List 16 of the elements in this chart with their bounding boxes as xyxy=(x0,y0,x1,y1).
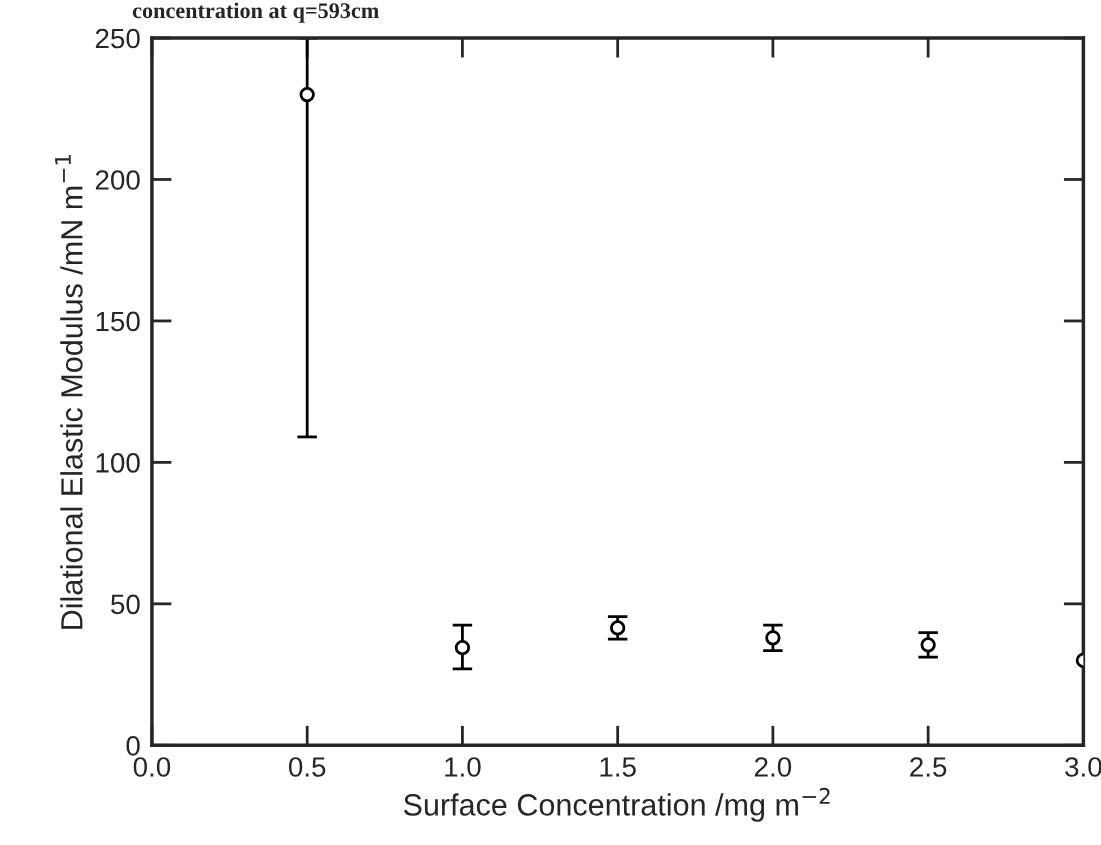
chart-title: concentration at q=593cm xyxy=(132,2,379,23)
x-tick-label: 2.0 xyxy=(754,757,792,777)
y-tick-label: 0 xyxy=(126,735,140,756)
y-tick-label: 200 xyxy=(95,170,140,190)
y-axis-title: Dilational Elastic Modulus /mN m$^{−1}$ xyxy=(55,154,83,629)
x-axis-title: Surface Concentration /mg m$^{−2}$ xyxy=(403,787,830,822)
y-tick-label: 250 xyxy=(95,28,140,49)
x-tick-label: 0.0 xyxy=(133,757,171,777)
x-tick-label: 1.0 xyxy=(445,757,481,777)
x-tick-label: 2.5 xyxy=(910,757,947,777)
x-tick-label: 1.5 xyxy=(600,757,636,777)
x-tick-label: 3.0 xyxy=(1065,757,1101,777)
x-tick-label: 0.5 xyxy=(288,757,326,777)
y-tick-label: 100 xyxy=(96,453,140,473)
y-tick-label: 50 xyxy=(111,594,140,615)
y-tick-label: 150 xyxy=(96,311,140,332)
